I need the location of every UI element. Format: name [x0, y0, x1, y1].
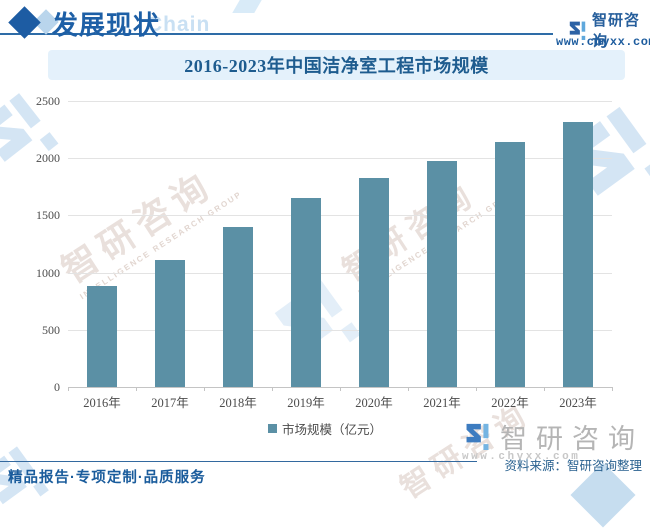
bar-2022年	[495, 142, 525, 387]
footer-brand-logo: 智研咨询	[464, 417, 644, 456]
gridline	[68, 158, 612, 160]
footer-brand-logo-icon	[466, 423, 489, 450]
legend-swatch	[267, 424, 277, 433]
x-tick-label: 2017年	[151, 396, 189, 410]
watermark-shape	[232, 0, 262, 13]
bar-column	[136, 259, 204, 387]
y-tick-label: 2500	[36, 94, 60, 108]
bar-column	[476, 142, 544, 387]
bar-2019年	[291, 197, 321, 387]
bar-column	[340, 178, 408, 387]
y-tick-label: 500	[42, 322, 60, 337]
x-tick-label: 2022年	[491, 396, 529, 410]
axis-tick	[476, 387, 477, 391]
y-tick-label: 1000	[36, 265, 60, 280]
axis-tick	[136, 387, 137, 391]
y-tick-label: 0	[54, 380, 60, 394]
bar-column	[204, 227, 272, 387]
data-source-note: 资料来源：智研咨询整理	[504, 459, 642, 473]
legend: 市场规模（亿元）	[267, 419, 383, 438]
plot-area	[68, 101, 613, 391]
bar-2017年	[155, 259, 185, 387]
legend-label: 市场规模（亿元）	[281, 423, 383, 437]
bar-2021年	[427, 160, 457, 387]
x-tick-label: 2018年	[219, 396, 257, 410]
x-tick-label: 2021年	[423, 396, 461, 410]
bar-column	[544, 122, 612, 387]
bar-2020年	[359, 178, 389, 387]
x-tick-label: 2019年	[287, 396, 325, 410]
x-tick-label: 2023年	[559, 396, 597, 410]
section-title: 发展现状	[52, 11, 161, 40]
section-watermark-text: Chain	[147, 13, 211, 36]
y-tick-label: 2000	[36, 151, 60, 166]
brand-url: www.chyxx.com	[556, 35, 650, 49]
bar-column	[272, 197, 340, 387]
chart-title-banner: 2016-2023年中国洁净室工程市场规模	[48, 50, 625, 80]
footer-brand-url: www.chyxx.com	[462, 451, 581, 463]
axis-tick	[544, 387, 545, 391]
axis-tick	[272, 387, 273, 391]
x-axis-labels: 2016年 2017年 2018年 2019年 2020年 2021年 2022年 2023年	[68, 392, 612, 411]
bar-column	[68, 286, 136, 387]
footer-divider	[0, 461, 477, 462]
bar-column	[408, 160, 476, 387]
axis-tick	[340, 387, 341, 391]
y-tick-label: 1500	[36, 208, 60, 223]
bars	[68, 101, 612, 387]
bar-2018年	[223, 227, 253, 387]
bar-2016年	[87, 286, 117, 387]
chart-title: 2016-2023年中国洁净室工程市场规模	[184, 56, 489, 76]
gridline	[68, 215, 612, 217]
footer-slogan: 精品报告·专项定制·品质服务	[8, 470, 206, 486]
x-tick-label: 2016年	[83, 396, 121, 410]
brand-logo: 智研咨询	[568, 9, 650, 51]
gridline	[68, 272, 612, 274]
brand-logo-icon	[569, 21, 586, 40]
x-tick-label: 2020年	[355, 396, 393, 410]
axis-tick	[204, 387, 205, 391]
footer-brand-name: 智研咨询	[500, 424, 644, 454]
axis-tick	[612, 387, 613, 391]
header-divider	[0, 33, 553, 35]
gridline	[68, 101, 612, 102]
brand-name: 智研咨询	[592, 12, 641, 50]
bar-2023年	[563, 122, 593, 387]
axis-tick	[68, 387, 69, 391]
axis-tick	[408, 387, 409, 391]
